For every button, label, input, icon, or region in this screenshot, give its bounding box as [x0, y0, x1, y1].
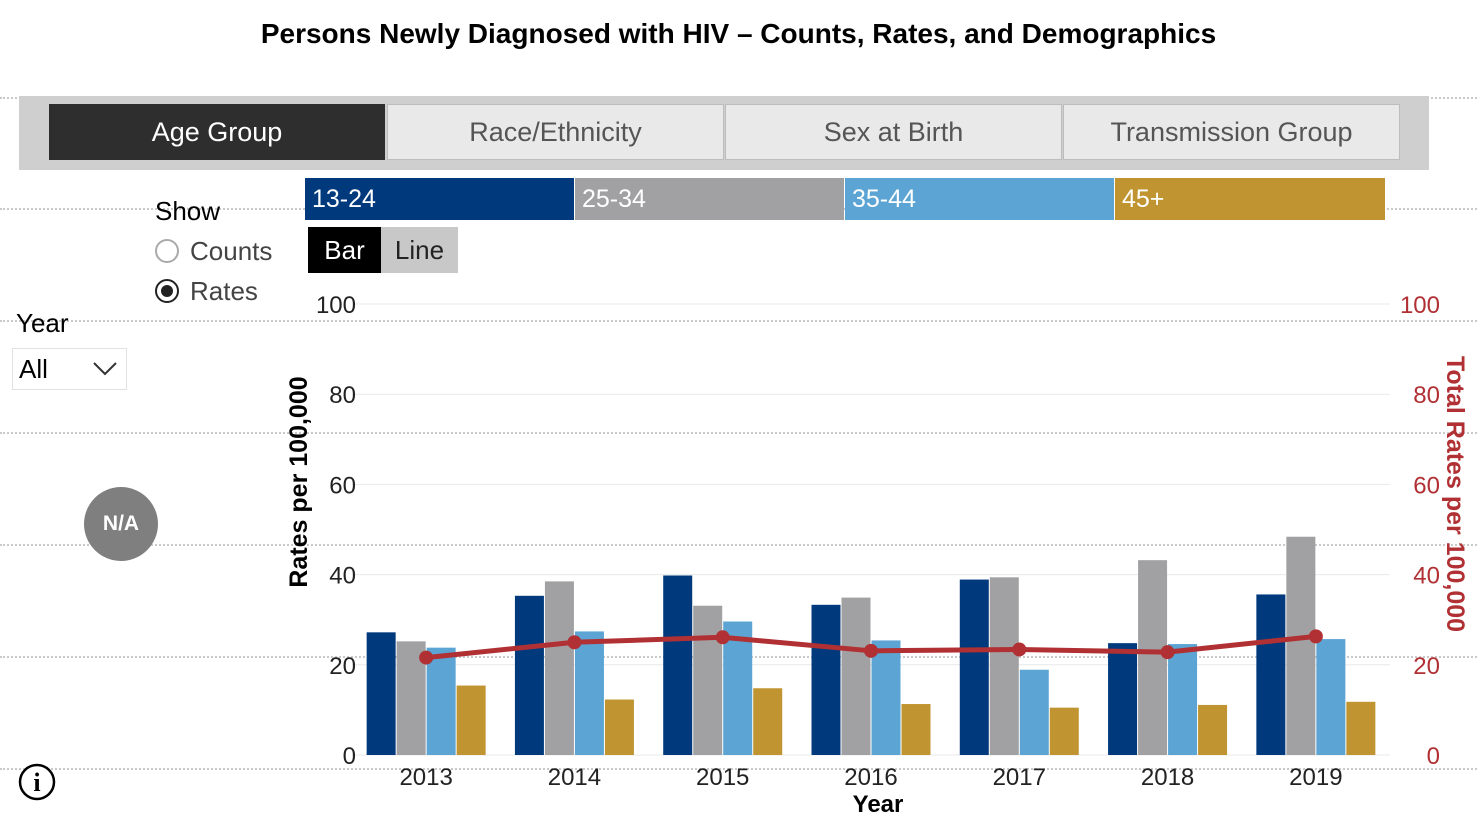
info-icon[interactable]: i [18, 763, 56, 801]
chevron-down-icon [93, 362, 117, 376]
bar-35-44-2014 [574, 631, 604, 755]
bar-13-24-2019 [1256, 594, 1286, 755]
counts-radio[interactable]: Counts [155, 235, 272, 267]
total-rate-point-2019 [1308, 629, 1323, 644]
y2-tick-label: 20 [1413, 653, 1440, 680]
bar-13-24-2018 [1108, 643, 1138, 755]
tab-sex-at-birth[interactable]: Sex at Birth [725, 104, 1062, 160]
bar-45+-2015 [753, 688, 783, 755]
total-rate-point-2014 [567, 635, 582, 650]
total-rate-point-2015 [715, 630, 730, 645]
bar-45+-2019 [1346, 701, 1376, 755]
bar-25-34-2019 [1286, 536, 1316, 755]
bar-35-44-2019 [1316, 639, 1346, 755]
year-dropdown[interactable]: All [12, 348, 127, 390]
tab-age-group[interactable]: Age Group [49, 104, 385, 160]
total-rate-point-2016 [864, 643, 878, 658]
year-dropdown-value: All [19, 353, 48, 384]
legend-item-45-plus[interactable]: 45+ [1115, 178, 1385, 220]
tab-bar: Age Group Race/Ethnicity Sex at Birth Tr… [19, 96, 1429, 170]
y-tick-label: 0 [343, 743, 356, 770]
bar-45+-2014 [604, 699, 634, 755]
bar-toggle-button[interactable]: Bar [308, 227, 381, 273]
bar-35-44-2016 [871, 640, 901, 755]
show-label: Show [155, 196, 221, 226]
total-rate-point-2013 [419, 650, 434, 665]
bar-35-44-2013 [426, 647, 456, 755]
x-axis-title: Year [853, 791, 904, 817]
y2-tick-label: 40 [1413, 563, 1440, 590]
legend-item-35-44[interactable]: 35-44 [845, 178, 1114, 220]
legend-item-25-34[interactable]: 25-34 [575, 178, 844, 220]
y2-axis-title: Total Rates per 100,000 [1441, 356, 1469, 632]
y-axis-title: Rates per 100,000 [285, 376, 313, 587]
rates-radio-label: Rates [190, 275, 258, 306]
year-filter-label: Year [16, 308, 69, 338]
bar-13-24-2015 [663, 575, 693, 755]
svg-text:i: i [33, 768, 40, 797]
dotted-guide [0, 544, 1477, 546]
bar-13-24-2013 [366, 632, 396, 755]
bar-35-44-2018 [1168, 644, 1198, 755]
dotted-guide [0, 768, 1477, 770]
y2-tick-label: 0 [1427, 743, 1440, 770]
radio-unchecked-icon[interactable] [155, 239, 179, 263]
y-tick-label: 20 [329, 653, 356, 680]
line-toggle-button[interactable]: Line [381, 227, 458, 273]
y2-tick-label: 60 [1413, 472, 1440, 499]
x-tick-label: 2014 [548, 764, 601, 791]
bar-25-34-2018 [1138, 560, 1168, 755]
bar-45+-2017 [1049, 707, 1079, 755]
y2-tick-label: 80 [1413, 382, 1440, 409]
x-tick-label: 2019 [1289, 764, 1342, 791]
rates-radio[interactable]: Rates [155, 275, 258, 307]
total-rate-point-2017 [1012, 642, 1027, 657]
radio-checked-icon[interactable] [155, 279, 179, 303]
y2-tick-label: 100 [1400, 292, 1440, 319]
bar-25-34-2017 [989, 577, 1019, 755]
tab-race-ethnicity[interactable]: Race/Ethnicity [387, 104, 724, 160]
x-tick-label: 2015 [696, 764, 749, 791]
y-tick-label: 100 [316, 292, 356, 319]
x-tick-label: 2018 [1141, 764, 1194, 791]
bar-35-44-2015 [723, 621, 753, 755]
bar-25-34-2016 [841, 597, 871, 755]
bar-25-34-2014 [544, 581, 574, 755]
bar-45+-2013 [456, 685, 486, 755]
tab-transmission-group[interactable]: Transmission Group [1063, 104, 1400, 160]
na-badge: N/A [84, 487, 158, 561]
x-tick-label: 2013 [399, 764, 452, 791]
bar-35-44-2017 [1019, 669, 1049, 755]
bar-25-34-2015 [693, 605, 723, 755]
dotted-guide [0, 320, 1477, 322]
bar-13-24-2016 [811, 604, 841, 755]
total-rate-point-2018 [1160, 645, 1175, 660]
bar-45+-2018 [1198, 704, 1228, 755]
dotted-guide [0, 432, 1477, 434]
page-title: Persons Newly Diagnosed with HIV – Count… [260, 18, 1217, 49]
y-tick-label: 40 [329, 563, 356, 590]
bar-45+-2016 [901, 704, 931, 755]
y-tick-label: 60 [329, 472, 356, 499]
counts-radio-label: Counts [190, 235, 273, 266]
bar-13-24-2017 [959, 579, 989, 755]
x-tick-label: 2016 [844, 764, 897, 791]
legend-item-13-24[interactable]: 13-24 [305, 178, 574, 220]
x-tick-label: 2017 [993, 764, 1046, 791]
bar-13-24-2014 [514, 595, 544, 755]
y-tick-label: 80 [329, 382, 356, 409]
